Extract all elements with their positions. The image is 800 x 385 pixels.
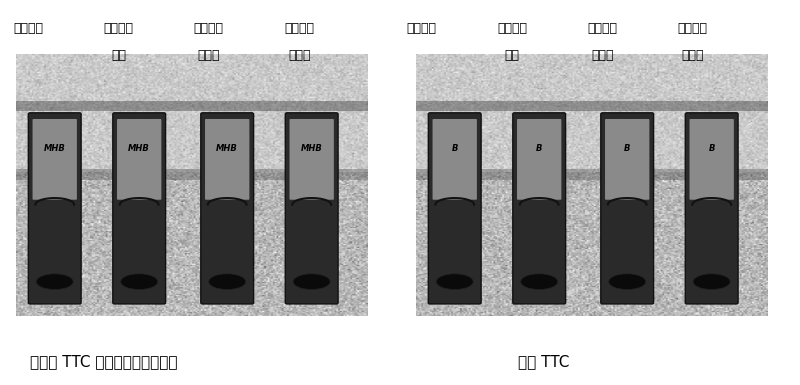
Text: 人肠杆菌: 人肠杆菌 bbox=[13, 22, 43, 35]
FancyBboxPatch shape bbox=[416, 101, 768, 112]
FancyBboxPatch shape bbox=[201, 113, 254, 304]
Text: 萄球菌: 萄球菌 bbox=[682, 49, 704, 62]
FancyBboxPatch shape bbox=[16, 169, 368, 179]
Text: 人肠杆菌: 人肠杆菌 bbox=[406, 22, 437, 35]
Text: MHB: MHB bbox=[44, 144, 66, 152]
Text: MHB: MHB bbox=[301, 144, 322, 152]
Text: 胞菌: 胞菌 bbox=[505, 49, 519, 62]
Ellipse shape bbox=[521, 274, 558, 290]
Text: 铜绿假单: 铜绿假单 bbox=[497, 22, 527, 35]
Text: 金黄色葡: 金黄色葡 bbox=[284, 22, 314, 35]
FancyBboxPatch shape bbox=[428, 113, 481, 304]
FancyBboxPatch shape bbox=[416, 169, 768, 179]
Text: MHB: MHB bbox=[128, 144, 150, 152]
FancyBboxPatch shape bbox=[605, 119, 650, 200]
Text: B: B bbox=[709, 144, 715, 152]
Ellipse shape bbox=[293, 274, 330, 290]
FancyBboxPatch shape bbox=[690, 119, 734, 200]
Text: 含有用 TTC 制备的显色指示颗粒: 含有用 TTC 制备的显色指示颗粒 bbox=[30, 355, 178, 370]
FancyBboxPatch shape bbox=[290, 119, 334, 200]
Ellipse shape bbox=[209, 274, 246, 290]
Text: 胞菌: 胞菌 bbox=[111, 49, 126, 62]
FancyBboxPatch shape bbox=[433, 119, 477, 200]
Ellipse shape bbox=[693, 274, 730, 290]
Text: 仅含 TTC: 仅含 TTC bbox=[518, 355, 570, 370]
FancyBboxPatch shape bbox=[513, 113, 566, 304]
FancyBboxPatch shape bbox=[601, 113, 654, 304]
Ellipse shape bbox=[436, 274, 474, 290]
Ellipse shape bbox=[36, 274, 74, 290]
FancyBboxPatch shape bbox=[113, 113, 166, 304]
Text: 肺炎克雷: 肺炎克雷 bbox=[587, 22, 618, 35]
FancyBboxPatch shape bbox=[205, 119, 250, 200]
FancyBboxPatch shape bbox=[28, 113, 81, 304]
FancyBboxPatch shape bbox=[16, 101, 368, 112]
Text: 伯氏菌: 伯氏菌 bbox=[591, 49, 614, 62]
Text: 铜绿假单: 铜绿假单 bbox=[103, 22, 134, 35]
Text: B: B bbox=[536, 144, 542, 152]
Text: 伯氏菌: 伯氏菌 bbox=[198, 49, 220, 62]
FancyBboxPatch shape bbox=[517, 119, 562, 200]
FancyBboxPatch shape bbox=[33, 119, 77, 200]
Text: B: B bbox=[451, 144, 458, 152]
Text: 萄球菌: 萄球菌 bbox=[288, 49, 310, 62]
Ellipse shape bbox=[609, 274, 646, 290]
FancyBboxPatch shape bbox=[117, 119, 162, 200]
Text: B: B bbox=[624, 144, 630, 152]
Text: 肺炎克雷: 肺炎克雷 bbox=[194, 22, 224, 35]
Text: 金黄色葡: 金黄色葡 bbox=[678, 22, 708, 35]
FancyBboxPatch shape bbox=[686, 113, 738, 304]
Text: MHB: MHB bbox=[216, 144, 238, 152]
Ellipse shape bbox=[121, 274, 158, 290]
FancyBboxPatch shape bbox=[286, 113, 338, 304]
